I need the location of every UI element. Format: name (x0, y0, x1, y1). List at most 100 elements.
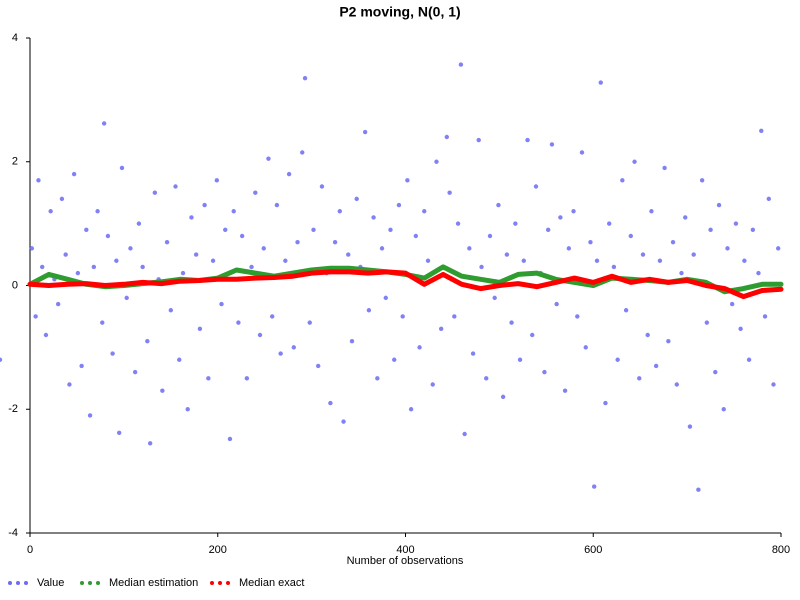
point (496, 202, 501, 208)
point (679, 270, 684, 276)
median-track (27, 269, 784, 300)
point (413, 233, 419, 239)
point (300, 150, 305, 155)
point (91, 264, 97, 270)
point (670, 239, 676, 245)
point (354, 196, 359, 202)
point (79, 363, 84, 369)
point (95, 209, 100, 214)
y-tick-label: -4 (8, 527, 18, 539)
point (447, 190, 452, 195)
point (558, 215, 563, 220)
chart-title: P2 moving, N(0, 1) (339, 4, 460, 20)
point (132, 369, 138, 375)
point (189, 215, 194, 220)
point (128, 246, 133, 251)
point (286, 171, 292, 177)
legend-swatch (88, 581, 92, 585)
point (729, 301, 735, 307)
point (261, 246, 266, 251)
point (307, 320, 312, 325)
point (470, 351, 476, 356)
point (417, 345, 422, 350)
point (525, 137, 530, 143)
point (266, 156, 271, 161)
point (177, 357, 182, 362)
point (615, 357, 620, 362)
point (75, 270, 81, 276)
point (504, 252, 510, 257)
point (295, 239, 300, 245)
point (110, 351, 115, 356)
point (713, 369, 718, 375)
point (40, 264, 45, 270)
point (114, 258, 119, 263)
point (392, 357, 397, 362)
x-tick-label: 600 (584, 544, 602, 556)
point (530, 332, 535, 338)
point (549, 142, 555, 147)
point (249, 264, 254, 270)
point (554, 301, 559, 307)
y-tick-label: 0 (12, 279, 18, 291)
point (239, 233, 245, 239)
point (467, 246, 472, 251)
point (375, 376, 380, 381)
point (283, 258, 288, 263)
point (379, 246, 385, 251)
point (100, 320, 105, 325)
point (500, 394, 506, 400)
point (236, 320, 241, 325)
point (775, 246, 781, 251)
y-tick-label: -2 (8, 403, 18, 415)
x-tick-label: 400 (396, 544, 414, 556)
point (214, 178, 220, 183)
point (452, 314, 457, 319)
point (738, 326, 743, 332)
point (253, 190, 258, 195)
point (603, 400, 608, 406)
point (533, 184, 539, 189)
point (405, 178, 410, 183)
point (366, 308, 372, 313)
point (691, 252, 696, 257)
point (458, 62, 464, 67)
point (400, 314, 405, 319)
point (59, 196, 65, 202)
point (674, 382, 679, 387)
point (623, 308, 629, 313)
point (611, 264, 617, 270)
point (750, 227, 756, 233)
point (244, 376, 250, 381)
point (632, 159, 637, 164)
point (147, 441, 153, 446)
legend-label: Median exact (239, 577, 304, 589)
point (63, 252, 68, 257)
point (341, 419, 346, 424)
point (588, 239, 593, 245)
point (575, 314, 580, 319)
point (653, 363, 659, 369)
point (542, 369, 547, 375)
point (662, 165, 667, 171)
legend-swatch (96, 581, 100, 585)
point (180, 270, 186, 276)
point (152, 190, 158, 195)
point (136, 221, 142, 226)
point (725, 246, 730, 251)
point (36, 178, 41, 183)
point (337, 209, 342, 214)
x-axis-label: Number of observations (347, 555, 464, 567)
point (160, 388, 165, 393)
point (291, 345, 296, 350)
y-tick-label: 4 (12, 32, 18, 44)
point (716, 202, 722, 208)
point (206, 376, 211, 381)
point (257, 332, 263, 338)
point (164, 239, 170, 245)
point (620, 178, 625, 183)
point (274, 202, 280, 208)
point (33, 314, 38, 319)
legend-swatch (16, 581, 20, 585)
point (666, 338, 671, 344)
